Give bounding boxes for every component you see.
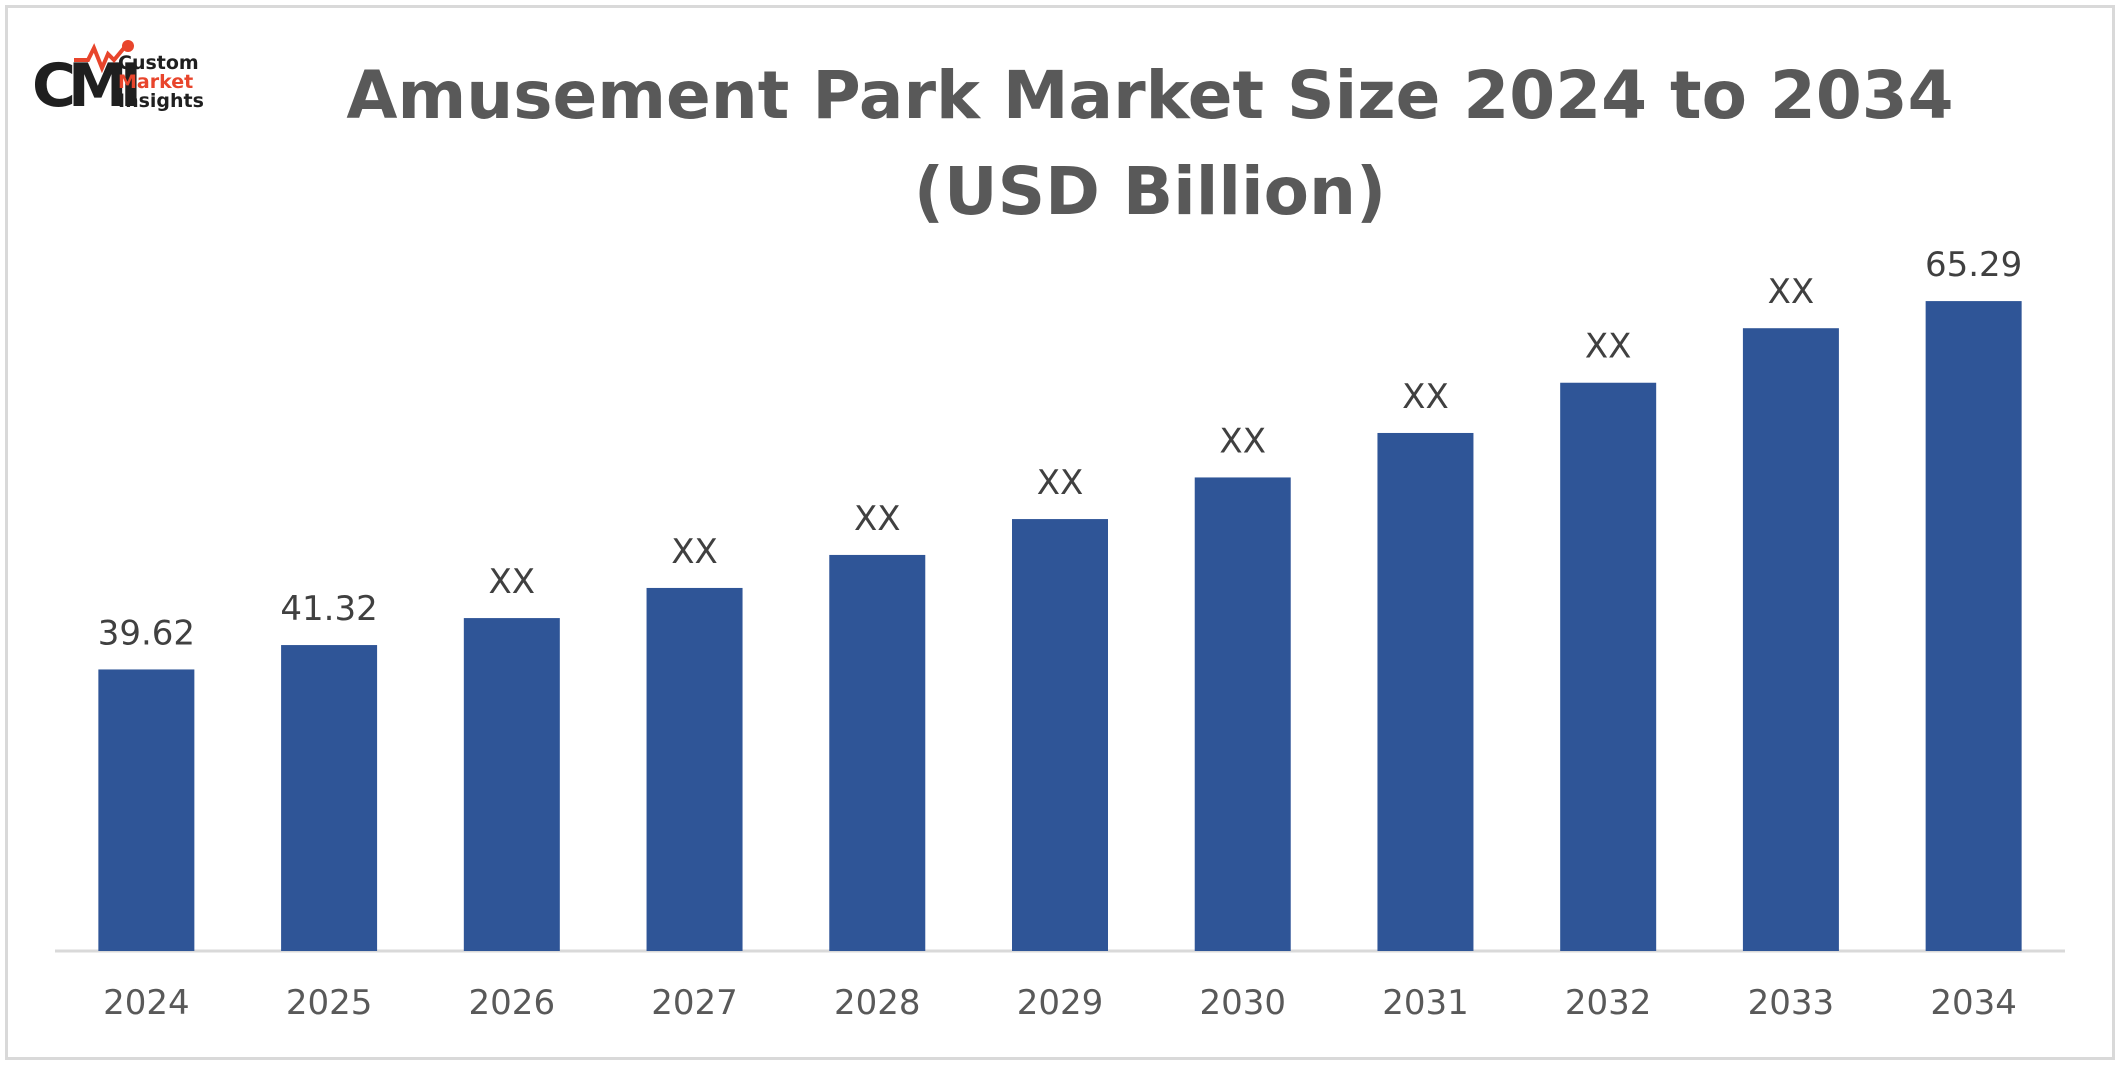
bar-2026 (463, 618, 560, 951)
logo-wordmark: Custom Market Insights (118, 54, 204, 111)
bar-2025 (281, 645, 378, 951)
x-tick-label-2027: 2027 (651, 983, 738, 1023)
bar-2033 (1742, 328, 1839, 952)
logo-word-market: Market (118, 71, 194, 93)
bar-2027 (646, 587, 743, 951)
data-label-2031: XX (1402, 377, 1449, 417)
x-tick-label-2034: 2034 (1930, 983, 2017, 1023)
logo-pulse-line (74, 43, 126, 74)
data-label-2028: XX (854, 499, 901, 539)
logo-dot (122, 40, 134, 52)
chart-title: Amusement Park Market Size 2024 to 2034 … (346, 57, 1954, 230)
x-tick-label-2028: 2028 (834, 983, 921, 1023)
x-tick-label-2030: 2030 (1199, 983, 1286, 1023)
bar-2034 (1925, 301, 2022, 951)
data-label-2024: 39.62 (98, 613, 195, 653)
data-label-2027: XX (671, 532, 718, 572)
x-tick-label-2032: 2032 (1565, 983, 1652, 1023)
bar-2032 (1560, 382, 1657, 951)
bar-2024 (98, 669, 195, 951)
x-tick-label-2033: 2033 (1748, 983, 1835, 1023)
x-tick-label-2026: 2026 (469, 983, 556, 1023)
x-tick-label-2025: 2025 (286, 983, 373, 1023)
bar-2030 (1194, 477, 1291, 951)
bar-2028 (829, 554, 926, 951)
x-tick-label-2029: 2029 (1017, 983, 1104, 1023)
x-tick-label-2024: 2024 (103, 983, 190, 1023)
data-label-2034: 65.29 (1925, 245, 2022, 285)
data-label-2026: XX (489, 562, 536, 602)
data-label-2029: XX (1037, 463, 1084, 503)
logo-word-custom: Custom (118, 52, 199, 74)
company-logo: CMI (32, 40, 145, 116)
data-label-2032: XX (1585, 327, 1632, 367)
bar-2031 (1377, 432, 1474, 952)
data-label-2025: 41.32 (280, 589, 377, 629)
x-tick-label-2031: 2031 (1382, 983, 1469, 1023)
bar-2029 (1012, 519, 1108, 951)
data-label-2030: XX (1219, 421, 1266, 461)
logo-word-insights: Insights (118, 90, 204, 112)
data-label-2033: XX (1768, 272, 1815, 312)
